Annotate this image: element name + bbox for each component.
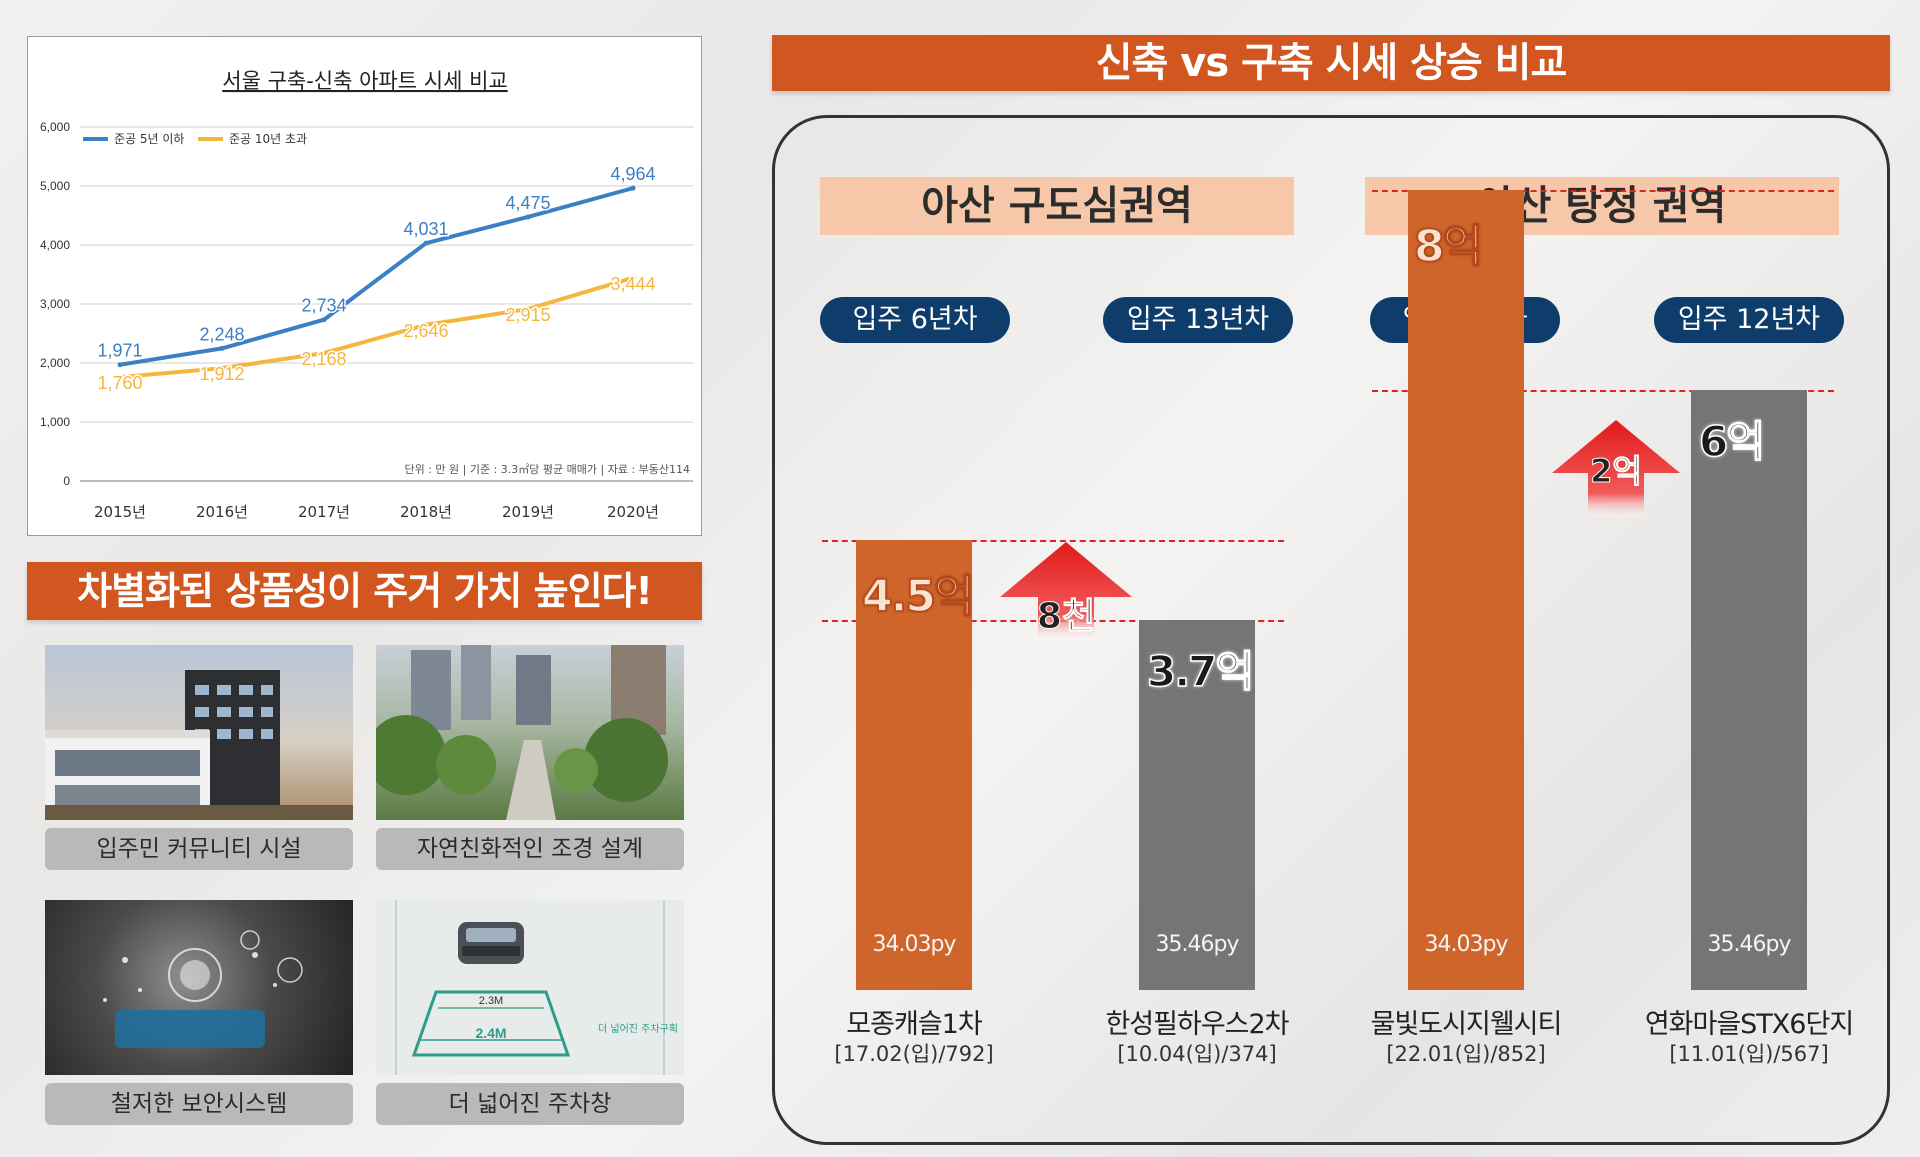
data-point	[630, 275, 636, 281]
feature-caption: 철저한 보안시스템	[45, 1083, 353, 1125]
move-in-badge: 입주 13년차	[1103, 297, 1293, 343]
feature-caption: 더 넓어진 주차창	[376, 1083, 684, 1125]
chart-source-note: 단위 : 만 원 | 기준 : 3.3㎡당 평균 매매가 | 자료 : 부동산1…	[404, 463, 690, 476]
y-tick-label: 2,000	[40, 356, 70, 370]
increase-arrow-icon: 2억	[1552, 420, 1680, 518]
x-tick-label: 2016년	[196, 503, 248, 521]
data-point	[117, 374, 123, 380]
complex-name: 연화마을STX6단지	[1644, 1009, 1854, 1040]
data-label: 4,031	[403, 219, 448, 239]
data-label: 3,444	[610, 274, 655, 294]
data-label: 2,248	[199, 324, 244, 344]
series-line	[119, 186, 634, 367]
y-tick-label: 1,000	[40, 415, 70, 429]
area-label: 34.03py	[872, 932, 957, 957]
data-label: 4,475	[505, 193, 550, 213]
area-label: 35.46py	[1707, 932, 1792, 957]
complex-info: [10.04(입)/374]	[1117, 1042, 1277, 1066]
feature-tile-landscape: 자연친화적인 조경 설계	[376, 645, 684, 870]
feature-caption: 자연친화적인 조경 설계	[376, 828, 684, 870]
data-point	[423, 322, 429, 328]
x-tick-label: 2020년	[607, 503, 659, 521]
parking-outer-width: 2.4M	[475, 1025, 506, 1041]
y-tick-label: 4,000	[40, 238, 70, 252]
data-label: 2,168	[301, 349, 346, 369]
parking-inner-width: 2.3M	[479, 995, 503, 1007]
data-label: 2,915	[505, 305, 550, 325]
data-label: 2,646	[403, 321, 448, 341]
price-guide-line	[822, 540, 1284, 542]
parking-side-label: 더 넓어진 주차구획	[598, 1023, 678, 1035]
parking-lot-photo: 2.3M 2.4M 더 넓어진 주차구획	[376, 900, 684, 1075]
community-building-photo	[45, 645, 353, 820]
y-tick-label: 0	[63, 474, 70, 488]
complex-info: [17.02(입)/792]	[834, 1042, 994, 1066]
complex-name: 모종캐슬1차	[846, 1009, 982, 1040]
price-bar	[856, 540, 972, 990]
data-point	[117, 362, 123, 368]
area-label: 35.46py	[1155, 932, 1240, 957]
move-in-badge: 입주 6년차	[820, 297, 1010, 343]
move-in-badge: 입주 12년차	[1654, 297, 1844, 343]
data-point	[219, 365, 225, 371]
x-tick-label: 2019년	[502, 503, 554, 521]
feature-tile-security: 철저한 보안시스템	[45, 900, 353, 1125]
data-point	[525, 214, 531, 220]
data-point	[423, 240, 429, 246]
y-tick-label: 6,000	[40, 120, 70, 134]
complex-info: [22.01(입)/852]	[1386, 1042, 1546, 1066]
y-tick-label: 3,000	[40, 297, 70, 311]
data-point	[321, 350, 327, 356]
chart-title: 서울 구축-신축 아파트 시세 비교	[222, 69, 507, 93]
area-label: 34.03py	[1424, 932, 1509, 957]
x-tick-label: 2015년	[94, 503, 146, 521]
y-tick-label: 5,000	[40, 179, 70, 193]
price-bar	[1408, 190, 1524, 990]
complex-name: 한성필하우스2차	[1105, 1009, 1289, 1040]
data-label: 1,971	[97, 341, 142, 361]
line-chart-panel: 서울 구축-신축 아파트 시세 비교 0 1,000 2,000 3,000 4,000 5…	[27, 36, 702, 536]
bar-value-label: 8억	[1413, 220, 1484, 273]
bar-comparison-panel	[772, 115, 1890, 1145]
data-point	[525, 306, 531, 312]
complex-name: 물빛도시지웰시티	[1370, 1009, 1563, 1040]
diff-label: 2억	[1590, 452, 1642, 490]
comparison-title-banner: 신축 vs 구축 시세 상승 비교	[772, 35, 1890, 91]
x-tick-label: 2017년	[298, 503, 350, 521]
bar-value-label: 6억	[1698, 416, 1765, 467]
bar-value-label: 4.5억	[861, 570, 975, 623]
feature-tile-parking: 2.3M 2.4M 더 넓어진 주차구획 더 넓어진 주차창	[376, 900, 684, 1125]
price-bar	[1691, 390, 1807, 990]
data-label: 2,734	[301, 296, 346, 316]
bar-value-label: 3.7억	[1146, 646, 1255, 697]
security-system-photo	[45, 900, 353, 1075]
product-value-banner: 차별화된 상품성이 주거 가치 높인다!	[27, 562, 702, 620]
data-point	[630, 185, 636, 191]
line-chart: 서울 구축-신축 아파트 시세 비교 0 1,000 2,000 3,000 4,000 5…	[40, 69, 693, 521]
price-guide-line	[1372, 390, 1834, 392]
feature-tile-community: 입주민 커뮤니티 시설	[45, 645, 353, 870]
region-label-old-town: 아산 구도심권역	[820, 177, 1294, 235]
series-line	[119, 275, 634, 380]
data-label: 1,912	[199, 364, 244, 384]
landscape-garden-photo	[376, 645, 684, 820]
diff-label: 8천	[1037, 596, 1095, 637]
data-label: 1,760	[97, 373, 142, 393]
price-bar	[1139, 620, 1255, 990]
data-label: 4,964	[610, 164, 655, 184]
data-point	[321, 317, 327, 323]
increase-arrow-icon: 8천	[1000, 542, 1132, 640]
complex-info: [11.01(입)/567]	[1669, 1042, 1829, 1066]
feature-caption: 입주민 커뮤니티 시설	[45, 828, 353, 870]
data-point	[219, 345, 225, 351]
price-guide-line	[1372, 190, 1834, 192]
x-tick-label: 2018년	[400, 503, 452, 521]
legend-label: 준공 10년 초과	[229, 132, 307, 146]
legend-label: 준공 5년 이하	[114, 132, 184, 146]
